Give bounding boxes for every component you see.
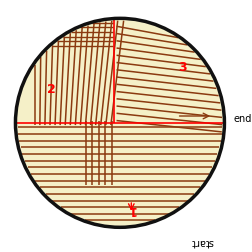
Circle shape	[15, 19, 224, 227]
Text: 1: 1	[127, 202, 135, 215]
Text: end: end	[233, 114, 251, 124]
Text: 3: 3	[177, 60, 186, 73]
Text: 2: 2	[47, 83, 56, 96]
Text: start: start	[190, 236, 212, 246]
